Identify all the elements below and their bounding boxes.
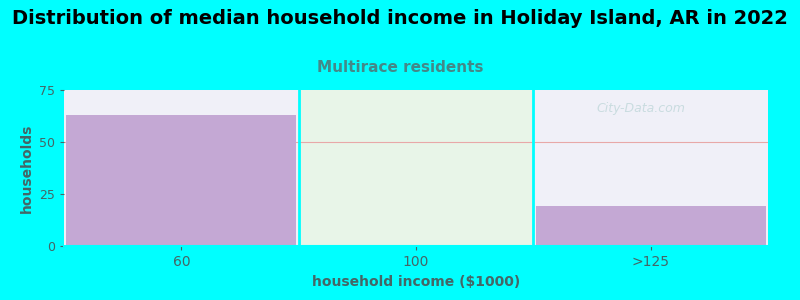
Bar (298, 90, 534, 246)
Bar (66, 115, 296, 246)
Text: Distribution of median household income in Holiday Island, AR in 2022: Distribution of median household income … (12, 9, 788, 28)
Bar (536, 206, 766, 246)
Y-axis label: households: households (19, 123, 34, 213)
X-axis label: household income ($1000): household income ($1000) (312, 274, 520, 289)
Text: Multirace residents: Multirace residents (317, 60, 483, 75)
Text: City-Data.com: City-Data.com (597, 102, 686, 115)
